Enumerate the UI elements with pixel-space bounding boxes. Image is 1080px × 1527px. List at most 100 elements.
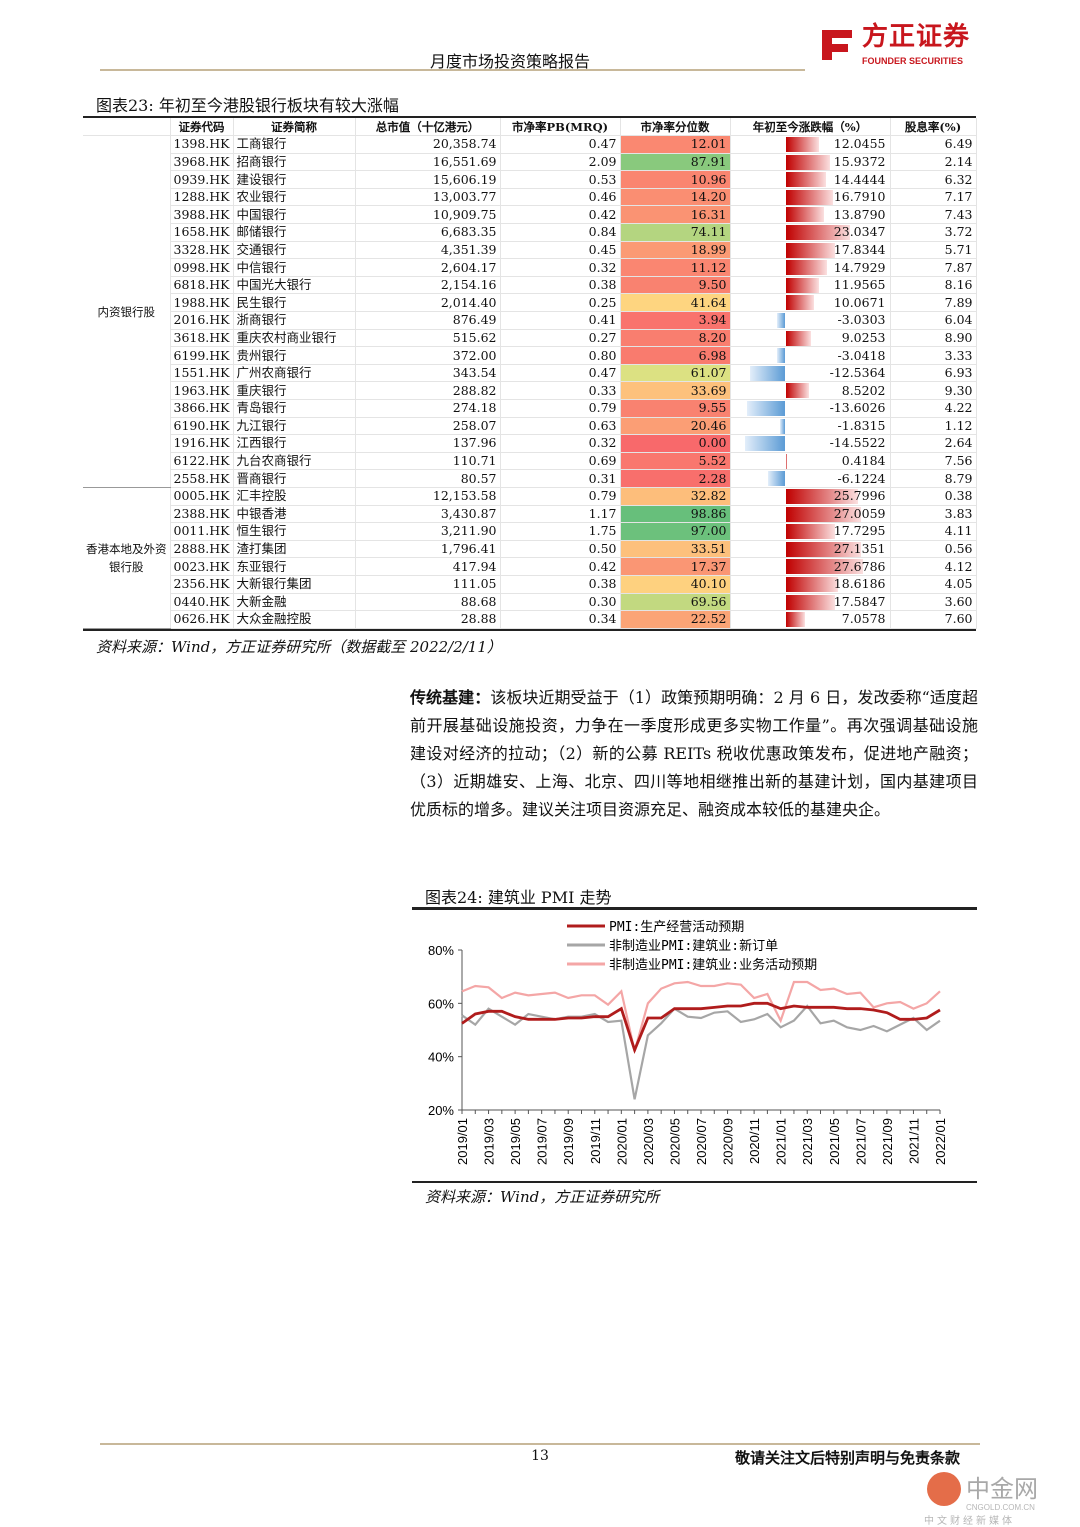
- header-divider: [100, 69, 805, 71]
- paragraph-body: 该板块近期受益于（1）政策预期明确：2 月 6 日，发改委称“适度超前开展基础设…: [410, 688, 978, 819]
- stock-name: 青岛银行: [233, 399, 356, 418]
- stock-name: 中银香港: [233, 505, 356, 524]
- positive-change-bar: [785, 295, 814, 311]
- y-tick-label: 20%: [428, 1103, 454, 1118]
- stock-name: 恒生银行: [233, 522, 356, 541]
- ytd-change-value: 8.5202: [841, 382, 886, 398]
- table-header-row: 证券代码 证券简称 总市值（十亿港元） 市净率PB(MRQ) 市净率分位数 年初至今涨跌幅…: [83, 118, 977, 137]
- pb-percentile: 12.01: [620, 135, 731, 154]
- report-header-title: 月度市场投资策略报告: [429, 52, 590, 71]
- stock-code: 1988.HK: [170, 293, 234, 313]
- x-tick-label: 2020/03: [641, 1118, 656, 1165]
- table-row: 2016.HK 浙商银行 876.49 0.41 3.94 -3.0303 6.04: [83, 311, 977, 330]
- column-header: 证券代码: [170, 118, 234, 137]
- group-label: 内资银行股: [83, 135, 171, 488]
- positive-change-bar: [785, 383, 810, 399]
- dividend-yield: 1.12: [890, 417, 977, 436]
- stock-name: 渣打集团: [233, 540, 356, 559]
- ytd-change-value: 16.7910: [833, 189, 886, 205]
- dividend-yield: 4.05: [890, 575, 977, 594]
- logo-text-en: FOUNDER SECURITIES: [862, 56, 964, 66]
- stock-name: 中信银行: [233, 258, 356, 277]
- positive-change-bar: [785, 330, 811, 346]
- stock-name: 大众金融控股: [233, 610, 356, 629]
- pb-percentile: 9.55: [620, 399, 731, 418]
- pb-ratio: 0.31: [500, 469, 621, 488]
- stock-name: 招商银行: [233, 153, 356, 172]
- pb-percentile: 8.20: [620, 329, 731, 348]
- table-row: 0011.HK 恒生银行 3,211.90 1.75 97.00 17.7295 4.11: [83, 522, 977, 541]
- table-row: 1288.HK 农业银行 13,003.77 0.46 14.20 16.7910 7.17: [83, 188, 977, 207]
- dividend-yield: 6.49: [890, 135, 977, 154]
- x-tick-label: 2019/01: [455, 1118, 470, 1165]
- ytd-change: 15.9372: [730, 153, 891, 172]
- stock-name: 民生银行: [233, 293, 356, 313]
- legend-label: 非制造业PMI:建筑业:新订单: [609, 938, 778, 954]
- market-cap: 111.05: [355, 575, 501, 594]
- stock-code: 1963.HK: [170, 381, 234, 400]
- pb-percentile: 17.37: [620, 557, 731, 576]
- series-line: [461, 980, 941, 1052]
- stock-code: 0023.HK: [170, 557, 234, 576]
- pb-percentile: 18.99: [620, 241, 731, 260]
- pb-ratio: 0.25: [500, 293, 621, 313]
- market-cap: 2,154.16: [355, 276, 501, 295]
- market-cap: 1,796.41: [355, 540, 501, 559]
- pb-percentile: 16.31: [620, 205, 731, 225]
- market-cap: 10,909.75: [355, 205, 501, 225]
- ytd-change-value: 27.0059: [833, 505, 886, 521]
- x-tick-label: 2019/07: [535, 1118, 550, 1165]
- logo-text-cn: 方正证券: [862, 22, 971, 52]
- pb-percentile: 20.46: [620, 417, 731, 436]
- pb-ratio: 0.50: [500, 540, 621, 559]
- pb-percentile: 32.82: [620, 487, 731, 506]
- stock-code: 0440.HK: [170, 593, 234, 612]
- positive-change-bar: [785, 524, 836, 540]
- table-23-block: 证券代码 证券简称 总市值（十亿港元） 市净率PB(MRQ) 市净率分位数 年初至今涨跌幅…: [83, 118, 977, 657]
- table-row: 2388.HK 中银香港 3,430.87 1.17 98.86 27.0059 3.83: [83, 505, 977, 524]
- ytd-change: 14.7929: [730, 258, 891, 277]
- chart-24-title: 图表24: 建筑业 PMI 走势: [425, 888, 612, 907]
- pb-ratio: 0.69: [500, 452, 621, 471]
- market-cap: 274.18: [355, 399, 501, 418]
- table-row: 3968.HK 招商银行 16,551.69 2.09 87.91 15.9372 2.14: [83, 153, 977, 172]
- pb-percentile: 9.50: [620, 276, 731, 295]
- ytd-change: 13.8790: [730, 205, 891, 225]
- negative-change-bar: [744, 436, 786, 452]
- positive-change-bar: [785, 277, 819, 293]
- market-cap: 4,351.39: [355, 241, 501, 260]
- positive-change-bar: [785, 612, 806, 628]
- ytd-change: -14.5522: [730, 434, 891, 453]
- table-bottom-rule: [83, 628, 976, 631]
- ytd-change: 18.6186: [730, 575, 891, 594]
- stock-name: 重庆银行: [233, 381, 356, 400]
- pb-percentile: 6.98: [620, 346, 731, 365]
- market-cap: 110.71: [355, 452, 501, 471]
- pb-ratio: 0.79: [500, 487, 621, 506]
- x-tick-label: 2021/05: [827, 1118, 842, 1165]
- stock-name: 大新金融: [233, 593, 356, 612]
- stock-code: 3968.HK: [170, 153, 234, 172]
- disclaimer-link[interactable]: 敬请关注文后特别声明与免责条款: [735, 1449, 961, 1467]
- positive-change-bar: [785, 453, 787, 469]
- pb-ratio: 0.34: [500, 610, 621, 629]
- ytd-change: 14.4444: [730, 170, 891, 189]
- positive-change-bar: [785, 172, 826, 188]
- pb-percentile: 33.51: [620, 540, 731, 559]
- stock-code: 1551.HK: [170, 364, 234, 383]
- pb-ratio: 1.17: [500, 505, 621, 524]
- pb-percentile: 98.86: [620, 505, 731, 524]
- stock-name: 九台农商银行: [233, 452, 356, 471]
- pb-percentile: 40.10: [620, 575, 731, 594]
- x-tick-label: 2020/11: [747, 1118, 762, 1164]
- table-row: 3988.HK 中国银行 10,909.75 0.42 16.31 13.8790 7.43: [83, 205, 977, 225]
- stock-name: 九江银行: [233, 417, 356, 436]
- x-tick-label: 2020/05: [667, 1118, 682, 1165]
- stock-code: 6199.HK: [170, 346, 234, 365]
- table-row: 6199.HK 贵州银行 372.00 0.80 6.98 -3.0418 3.33: [83, 346, 977, 365]
- pb-percentile: 10.96: [620, 170, 731, 189]
- dividend-yield: 7.43: [890, 205, 977, 225]
- stock-name: 中国银行: [233, 205, 356, 225]
- dividend-yield: 0.56: [890, 540, 977, 559]
- table-row: 0023.HK 东亚银行 417.94 0.42 17.37 27.6786 4.12: [83, 557, 977, 576]
